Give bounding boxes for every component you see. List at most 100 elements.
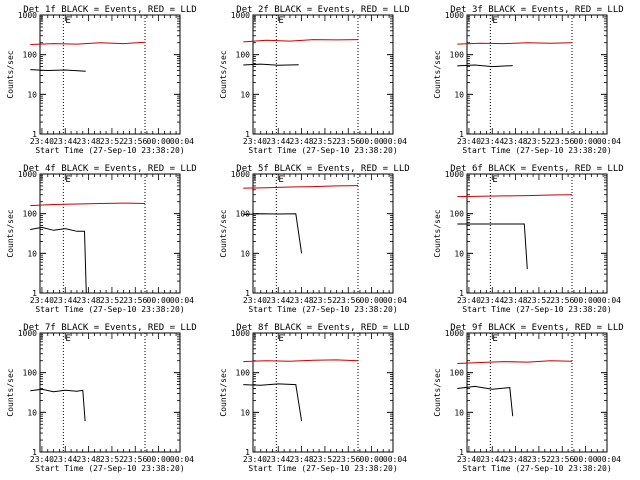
y-tick-label: 1000: [445, 11, 464, 20]
panel-det-6: Det 6f BLACK = Events, RED = LLD Counts/s…: [433, 164, 624, 314]
y-axis-label: Counts/sec: [433, 50, 442, 98]
y-tick-label: 100: [236, 369, 251, 378]
x-tick-label: 23:40: [243, 455, 267, 464]
x-tick-label: 23:44: [53, 296, 77, 305]
lld-series-line: [30, 202, 146, 207]
chart-title: Det 3f BLACK = Events, RED = LLD: [450, 5, 623, 15]
y-tick-label: 10: [240, 90, 250, 99]
y-tick-label: 10: [454, 90, 464, 99]
x-tick-label: 00:04: [170, 137, 194, 146]
lld-series-line: [457, 360, 573, 364]
y-tick-label: 100: [23, 51, 38, 60]
y-tick-label: 10: [240, 408, 250, 417]
x-tick-label: 23:48: [504, 455, 528, 464]
y-tick-label: 100: [23, 369, 38, 378]
y-tick-label: 10: [27, 90, 37, 99]
events-series-line: [30, 388, 86, 422]
y-tick-label: 1: [459, 289, 464, 298]
x-tick-label: 00:00: [360, 455, 384, 464]
y-tick-label: 10: [27, 249, 37, 258]
panel-det-5: Det 5f BLACK = Events, RED = LLD Counts/s…: [219, 164, 410, 314]
x-tick-label: 23:56: [123, 455, 147, 464]
x-tick-label: 23:40: [457, 296, 481, 305]
x-tick-label: 23:52: [313, 455, 337, 464]
plot-frame: [466, 14, 608, 135]
x-tick-label: 23:56: [550, 455, 574, 464]
x-tick-label: 23:48: [290, 455, 314, 464]
x-tick-label: 23:48: [290, 296, 314, 305]
events-series-line: [243, 213, 303, 254]
y-tick-label: 1000: [231, 170, 250, 179]
panel-det-4: Det 4f BLACK = Events, RED = LLD Counts/s…: [6, 164, 197, 314]
lld-series-line: [243, 185, 359, 189]
x-axis-label: Start Time (27-Sep-10 23:38:20): [462, 464, 611, 473]
chart-title: Det 9f BLACK = Events, RED = LLD: [450, 323, 623, 333]
plot-frame: [252, 332, 394, 453]
x-tick-label: 00:04: [597, 455, 621, 464]
events-series-line: [243, 63, 299, 66]
x-tick-label: 23:44: [53, 137, 77, 146]
events-series-line: [457, 223, 528, 270]
y-axis-label: Counts/sec: [6, 50, 15, 98]
x-tick-label: 23:48: [504, 296, 528, 305]
events-series-line: [243, 383, 303, 422]
event-marker-label: E: [278, 334, 283, 344]
y-tick-label: 100: [450, 210, 465, 219]
x-tick-label: 23:52: [313, 296, 337, 305]
x-tick-label: 00:00: [360, 137, 384, 146]
y-tick-label: 10: [454, 408, 464, 417]
event-marker-label: E: [492, 334, 497, 344]
event-marker-label: E: [65, 16, 70, 26]
events-series-line: [30, 226, 87, 294]
x-tick-label: 23:52: [100, 296, 124, 305]
lld-series-line: [30, 41, 146, 45]
x-tick-label: 00:00: [360, 296, 384, 305]
event-marker-label: E: [492, 175, 497, 185]
lld-series-line: [243, 39, 359, 43]
x-tick-label: 23:56: [123, 296, 147, 305]
x-tick-label: 00:04: [383, 455, 407, 464]
panel-det-8: Det 8f BLACK = Events, RED = LLD Counts/s…: [219, 323, 410, 473]
x-tick-label: 23:48: [77, 137, 101, 146]
y-axis-label: Counts/sec: [219, 50, 228, 98]
panel-det-2: Det 2f BLACK = Events, RED = LLD Counts/s…: [219, 5, 410, 155]
plot-frame: [39, 14, 181, 135]
y-axis-label: Counts/sec: [433, 368, 442, 416]
x-tick-label: 00:04: [383, 137, 407, 146]
x-tick-label: 00:00: [574, 137, 598, 146]
y-tick-label: 1000: [445, 170, 464, 179]
x-tick-label: 23:44: [480, 137, 504, 146]
chart-title: Det 2f BLACK = Events, RED = LLD: [236, 5, 409, 15]
x-tick-label: 23:48: [77, 455, 101, 464]
y-tick-label: 100: [23, 210, 38, 219]
x-tick-label: 23:56: [336, 296, 360, 305]
x-tick-label: 00:04: [170, 296, 194, 305]
events-series-line: [457, 64, 513, 68]
y-tick-label: 1: [245, 289, 250, 298]
x-tick-label: 00:00: [147, 296, 171, 305]
y-tick-label: 1000: [18, 11, 37, 20]
x-tick-label: 23:44: [480, 455, 504, 464]
chart-title: Det 1f BLACK = Events, RED = LLD: [23, 5, 196, 15]
panel-det-9: Det 9f BLACK = Events, RED = LLD Counts/s…: [433, 323, 624, 473]
plot-frame: [252, 14, 394, 135]
y-tick-label: 1000: [231, 11, 250, 20]
events-series-line: [457, 385, 514, 417]
y-tick-label: 1000: [231, 329, 250, 338]
x-tick-label: 00:00: [147, 137, 171, 146]
chart-title: Det 6f BLACK = Events, RED = LLD: [450, 164, 623, 174]
x-tick-label: 23:48: [290, 137, 314, 146]
lld-series-line: [457, 42, 573, 45]
x-tick-label: 23:40: [457, 455, 481, 464]
y-axis-label: Counts/sec: [6, 209, 15, 257]
y-axis-label: Counts/sec: [6, 368, 15, 416]
x-tick-label: 00:00: [574, 296, 598, 305]
x-tick-label: 23:40: [243, 296, 267, 305]
panel-det-1: Det 1f BLACK = Events, RED = LLD Counts/s…: [6, 5, 197, 155]
y-tick-label: 100: [236, 51, 251, 60]
event-marker-label: E: [492, 16, 497, 26]
y-tick-label: 100: [450, 51, 465, 60]
x-tick-label: 00:04: [170, 455, 194, 464]
x-tick-label: 00:00: [147, 455, 171, 464]
